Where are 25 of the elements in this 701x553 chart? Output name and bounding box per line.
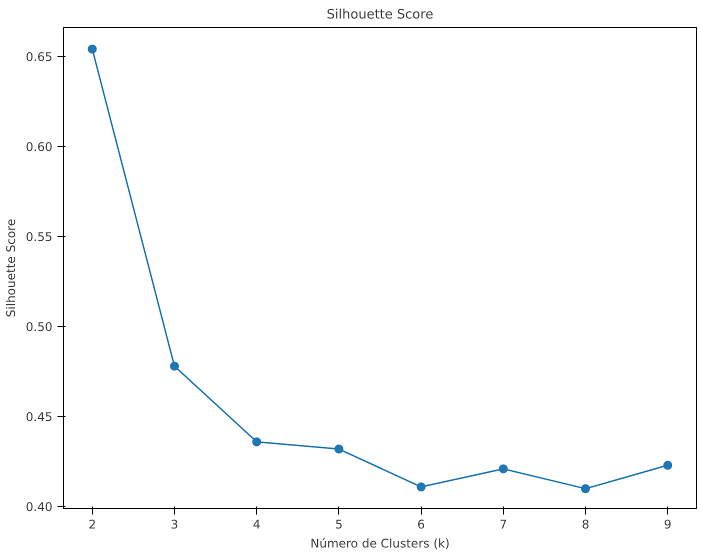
point bbox=[416, 482, 426, 492]
y-tick-label: 0.45 bbox=[26, 410, 52, 424]
x-tick-label: 5 bbox=[335, 518, 343, 532]
point bbox=[252, 437, 262, 446]
point bbox=[498, 464, 508, 474]
x-axis-title: Número de Clusters (k) bbox=[310, 536, 450, 550]
y-axis-title: Silhouette Score bbox=[4, 218, 18, 318]
x-tick-label: 8 bbox=[582, 518, 590, 532]
point bbox=[334, 444, 344, 454]
y-tick-label: 0.65 bbox=[26, 50, 52, 64]
point bbox=[663, 460, 672, 470]
y-tick-label: 0.40 bbox=[26, 500, 52, 514]
point bbox=[581, 484, 590, 494]
x-tick-label: 4 bbox=[252, 518, 261, 532]
point bbox=[88, 44, 97, 54]
x-tick-label: 9 bbox=[664, 518, 672, 532]
y-tick-label: 0.55 bbox=[26, 230, 52, 244]
x-tick-label: 3 bbox=[170, 518, 178, 532]
y-tick-label: 0.60 bbox=[26, 140, 52, 154]
x-tick-label: 6 bbox=[417, 518, 425, 532]
x-tick-label: 2 bbox=[88, 518, 96, 532]
x-tick-label: 7 bbox=[499, 518, 508, 532]
chart-title: Silhouette Score bbox=[326, 8, 434, 22]
point bbox=[170, 362, 179, 371]
y-tick-label: 0.50 bbox=[26, 320, 52, 334]
